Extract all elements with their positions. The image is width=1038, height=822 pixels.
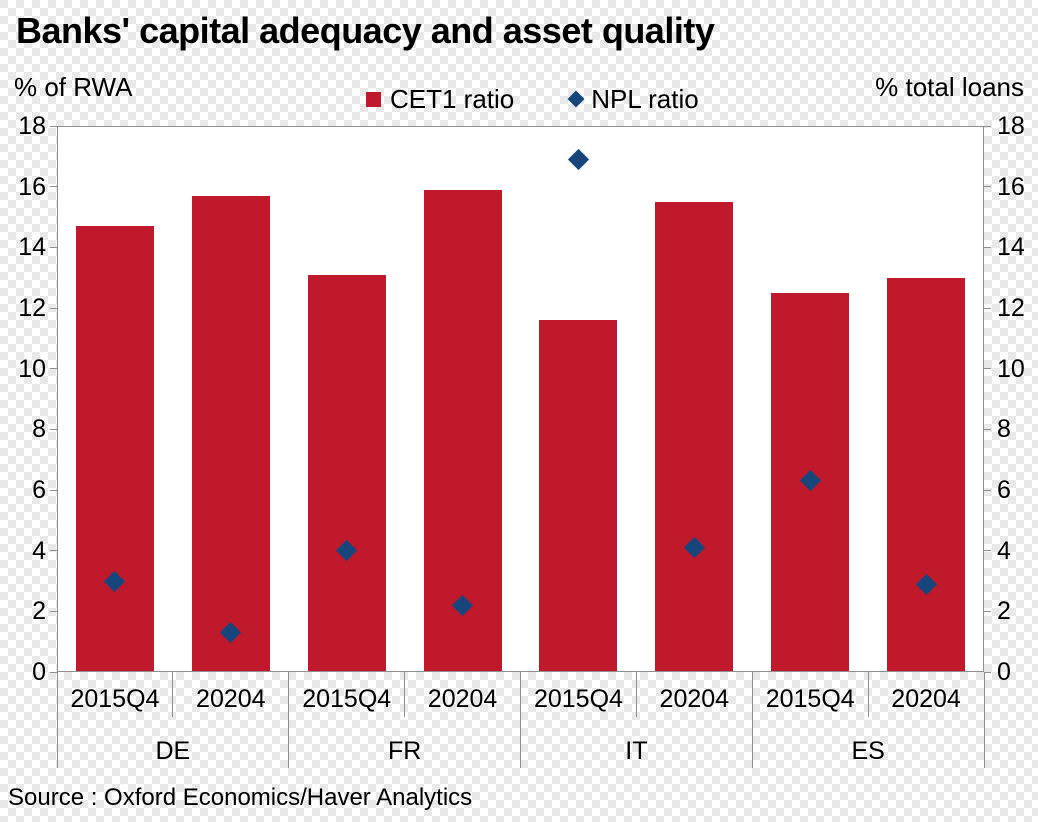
- x-group-divider: [983, 672, 985, 768]
- square-icon: [366, 91, 381, 107]
- x-axis-category-label: 20204: [659, 685, 730, 713]
- source-note: Source : Oxford Economics/Haver Analytic…: [8, 784, 473, 811]
- y-axis-label-left: 6: [32, 476, 46, 504]
- y-tick-left: [50, 671, 57, 673]
- y-axis-label-right: 14: [997, 233, 1025, 262]
- x-category-divider: [172, 672, 174, 717]
- y-tick-right: [984, 186, 991, 188]
- y-axis-label-left: 18: [18, 112, 46, 140]
- x-axis-category-label: 20204: [196, 685, 266, 713]
- x-axis-group-label: IT: [625, 737, 648, 765]
- x-category-divider: [404, 672, 406, 717]
- y-tick-right: [984, 368, 991, 370]
- y-tick-right: [984, 489, 991, 491]
- legend: CET1 ratio NPL ratio: [366, 84, 699, 114]
- x-axis-group-label: FR: [387, 737, 422, 765]
- right-axis-caption: % total loans: [875, 72, 1024, 102]
- y-tick-left: [50, 368, 57, 370]
- y-axis-label-left: 16: [18, 172, 46, 201]
- y-tick-left: [50, 489, 57, 491]
- x-axis-category-label: 20204: [427, 685, 498, 713]
- legend-item-cet1: CET1 ratio: [366, 84, 514, 115]
- y-axis-label-right: 12: [997, 294, 1025, 322]
- npl-point: [567, 148, 590, 170]
- cet1-bar: [191, 195, 270, 671]
- y-tick-right: [984, 428, 991, 430]
- x-group-divider: [751, 672, 753, 768]
- x-group-divider: [56, 672, 58, 768]
- legend-item-npl: NPL ratio: [567, 83, 699, 115]
- x-axis-group-label: ES: [851, 737, 885, 765]
- x-axis-category-label: 20204: [891, 685, 961, 713]
- y-axis-label-right: 0: [997, 658, 1011, 686]
- y-tick-right: [984, 125, 991, 127]
- y-tick-left: [50, 307, 57, 309]
- y-axis-label-right: 4: [997, 536, 1011, 565]
- cet1-bar: [539, 320, 618, 671]
- y-axis-label-left: 2: [32, 597, 46, 626]
- cet1-bar: [887, 277, 966, 671]
- left-axis-caption: % of RWA: [14, 72, 133, 102]
- y-axis-label-left: 14: [18, 233, 46, 262]
- y-axis-label-right: 2: [997, 597, 1011, 626]
- x-axis-group-label: DE: [155, 737, 191, 765]
- x-group-divider: [520, 672, 521, 768]
- diamond-icon: [567, 90, 585, 108]
- plot-area: [57, 126, 984, 672]
- cet1-bar: [307, 274, 386, 671]
- y-tick-right: [984, 550, 991, 552]
- y-tick-right: [984, 307, 991, 309]
- cet1-bar: [75, 226, 154, 671]
- y-tick-right: [984, 671, 991, 673]
- y-tick-right: [984, 246, 991, 248]
- cet1-bar: [655, 201, 734, 671]
- y-tick-left: [50, 246, 57, 248]
- x-category-divider: [867, 672, 869, 717]
- legend-label-cet1: CET1 ratio: [390, 83, 515, 114]
- y-axis-label-left: 4: [32, 536, 46, 565]
- y-axis-label-left: 0: [32, 658, 46, 686]
- y-axis-label-left: 10: [18, 354, 46, 383]
- y-axis-label-left: 12: [18, 294, 46, 322]
- y-axis-label-right: 10: [997, 354, 1025, 383]
- x-category-divider: [635, 672, 637, 717]
- y-axis-label-left: 8: [32, 415, 46, 444]
- y-tick-left: [50, 125, 57, 127]
- x-group-divider: [288, 672, 290, 768]
- legend-label-npl: NPL ratio: [591, 83, 699, 114]
- y-axis-label-right: 18: [997, 112, 1025, 140]
- y-tick-left: [50, 550, 57, 552]
- chart-title: Banks' capital adequacy and asset qualit…: [16, 10, 715, 51]
- y-tick-left: [50, 186, 57, 188]
- x-axis-category-label: 2015Q4: [533, 685, 623, 713]
- x-axis-category-label: 2015Q4: [302, 685, 392, 713]
- y-axis-label-right: 16: [997, 172, 1025, 201]
- y-tick-right: [984, 610, 991, 612]
- y-axis-label-right: 6: [997, 476, 1011, 504]
- y-axis-label-right: 8: [997, 415, 1011, 444]
- x-axis-category-label: 2015Q4: [765, 685, 855, 713]
- cet1-bar: [423, 189, 502, 671]
- y-tick-left: [50, 610, 57, 612]
- y-tick-left: [50, 428, 57, 430]
- x-axis-category-label: 2015Q4: [70, 685, 160, 713]
